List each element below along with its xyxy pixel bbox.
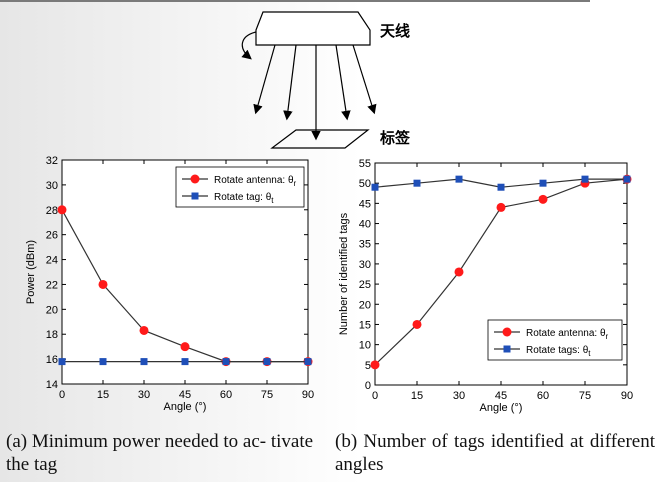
beam-arrow [335,44,351,121]
data-point-circle [139,325,149,335]
legend-label: Rotate tag: θt [214,192,274,205]
legend-box [175,166,305,208]
y-tick-label: 26 [46,230,58,242]
x-tick-label: 75 [261,389,273,401]
data-point-circle [370,360,380,370]
data-point-square [539,179,547,187]
y-tick-label: 20 [359,299,371,311]
y-tick-label: 28 [46,205,58,217]
rotation-arrow [241,31,257,60]
y-tick-label: 30 [359,259,371,271]
data-point-square [413,179,421,187]
data-point-square [581,175,589,183]
y-tick-label: 15 [359,319,371,331]
x-tick-label: 15 [411,390,423,402]
y-tick-label: 32 [46,155,58,167]
x-tick-label: 90 [302,389,314,401]
caption-a: (a) Minimum power needed to ac- tivate t… [6,431,314,475]
x-tick-label: 0 [59,389,65,401]
legend-box [487,319,623,361]
antenna-label: 天线 [380,22,410,40]
legend-label: Rotate antenna: θr [526,328,609,341]
x-tick-label: 45 [495,390,507,402]
tag-label: 标签 [379,129,411,147]
data-point-circle [538,194,548,204]
y-axis-label: Power (dBm) [25,240,37,304]
chart-identified-tags: 0 15 30 45 60 75 90 0 5 10 15 20 25 30 35 40 45 50 55 Angle… [338,158,633,414]
legend: Rotate antenna: θr Rotate tags: θt [487,319,623,361]
data-point-square [140,358,148,366]
legend-label-main: Rotate tag: θ [214,192,272,203]
y-tick-label: 22 [46,279,58,291]
y-tick-label: 10 [359,340,371,352]
beam-arrow [352,44,377,115]
top-divider [0,0,590,2]
y-tick-label: 25 [359,279,371,291]
antenna-tag-diagram: 天线 标签 [241,11,411,149]
legend: Rotate antenna: θr Rotate tag: θt [175,166,305,208]
legend-label: Rotate tags: θt [526,345,591,358]
beam-arrow [283,44,297,121]
legend-marker-circle [190,174,200,184]
y-tick-label: 45 [359,198,371,210]
antenna-shape [255,11,371,46]
legend-label-subscript: r [606,332,609,341]
data-point-square [304,358,312,366]
y-tick-label: 55 [359,158,371,170]
data-point-circle [454,267,464,277]
y-tick-label: 5 [365,360,371,372]
x-tick-label: 60 [537,390,549,402]
data-point-circle [57,205,67,215]
legend-label-subscript: t [271,196,274,205]
legend-marker-square [191,192,199,200]
legend-label-subscript: t [588,349,591,358]
y-tick-label: 35 [359,239,371,251]
y-tick-label: 14 [46,379,58,391]
y-tick-label: 18 [46,329,58,341]
x-tick-label: 0 [372,390,378,402]
beam-arrow [253,44,276,115]
x-axis-label: Angle (°) [164,401,207,413]
y-tick-label: 40 [359,219,371,231]
x-tick-label: 90 [621,390,633,402]
data-point-square [263,358,271,366]
legend-label-main: Rotate antenna: θ [214,175,294,186]
data-point-square [455,175,463,183]
data-point-circle [180,342,190,352]
data-point-square [623,175,631,183]
legend-label: Rotate antenna: θr [214,175,297,188]
y-tick-label: 0 [365,380,371,392]
data-point-circle [98,279,108,289]
x-tick-label: 30 [453,390,465,402]
caption-b: (b) Number of tags identified at differe… [335,431,655,475]
legend-marker-square [503,345,511,353]
data-point-square [58,358,66,366]
x-tick-label: 15 [97,389,109,401]
data-point-circle [496,202,506,212]
x-axis-label: Angle (°) [480,402,523,414]
x-tick-label: 60 [220,389,232,401]
y-tick-label: 50 [359,178,371,190]
legend-label-subscript: r [294,179,297,188]
x-tick-label: 75 [579,390,591,402]
data-point-square [222,358,230,366]
legend-label-main: Rotate antenna: θ [526,328,606,339]
x-tick-label: 45 [179,389,191,401]
y-tick-label: 24 [46,255,58,267]
y-tick-label: 16 [46,354,58,366]
y-axis-label: Number of identified tags [338,212,350,335]
tag-shape [270,129,370,149]
data-point-circle [412,319,422,329]
data-point-square [371,183,379,191]
data-point-square [181,358,189,366]
x-tick-label: 30 [138,389,150,401]
data-point-square [99,358,107,366]
y-tick-label: 20 [46,304,58,316]
y-tick-label: 30 [46,180,58,192]
legend-label-main: Rotate tags: θ [526,345,589,356]
legend-marker-circle [502,327,512,337]
chart-min-power: 0 15 30 45 60 75 90 14 16 18 20 22 24 26 28 30 32 Angle (… [25,155,314,413]
data-point-square [497,183,505,191]
